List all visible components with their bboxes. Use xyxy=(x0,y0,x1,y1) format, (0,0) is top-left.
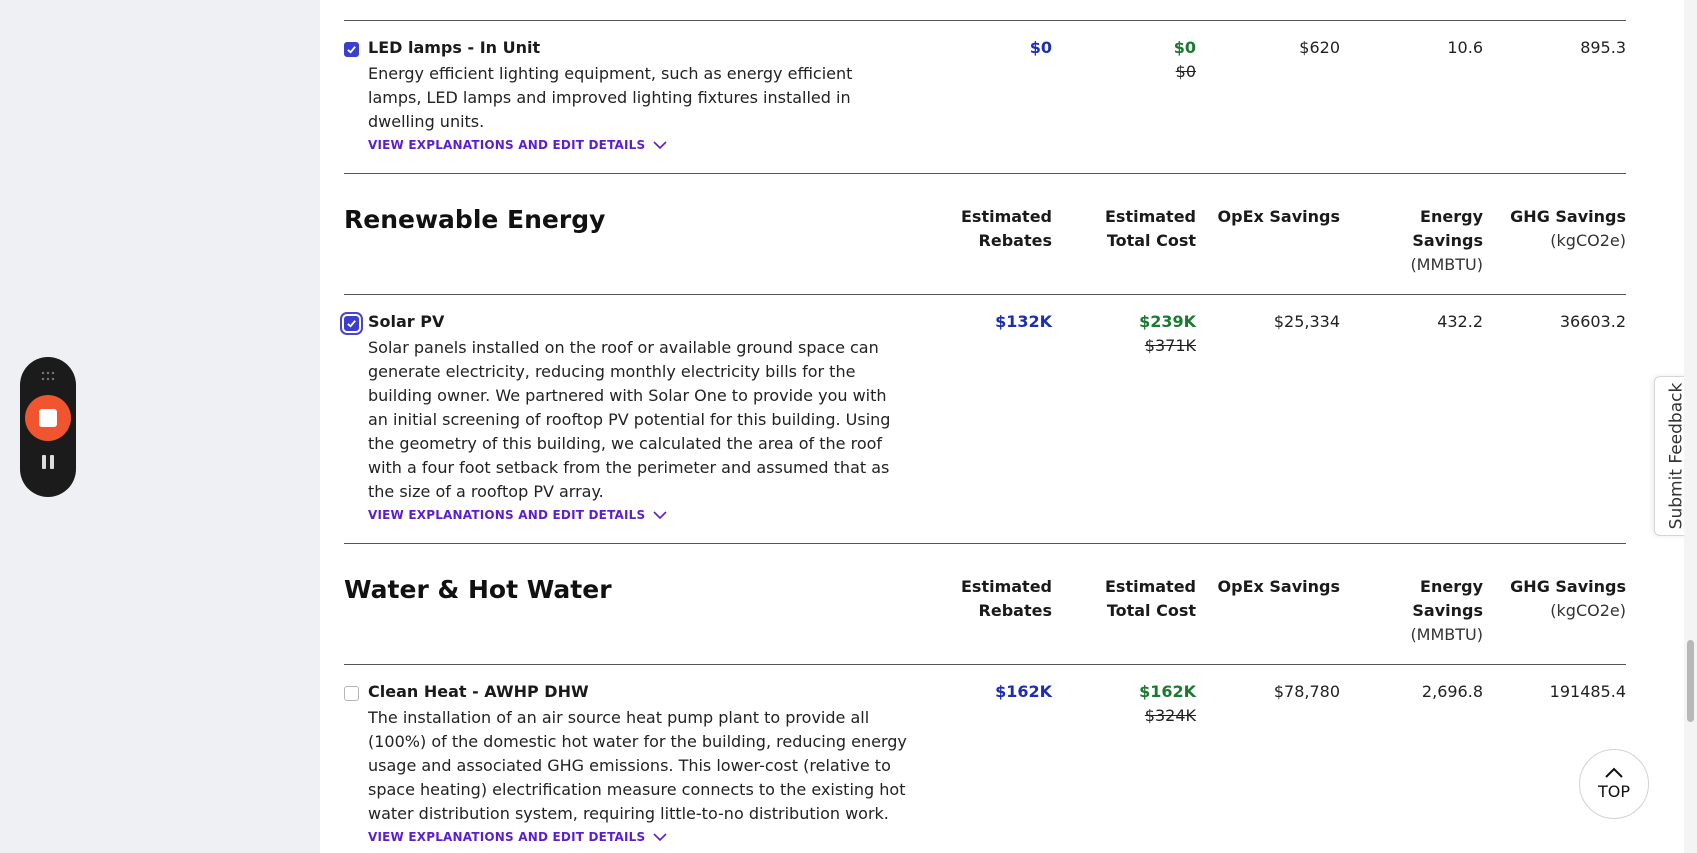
page-scrollbar[interactable] xyxy=(1684,0,1697,853)
ghg-savings-value: 191485.4 xyxy=(1549,682,1626,701)
header-opex-savings: OpEx Savings xyxy=(1217,207,1340,226)
estimated-total-cost-value: $0 xyxy=(1173,38,1196,57)
section-title-water-hot-water: Water & Hot Water xyxy=(344,575,612,604)
measure-description: Energy efficient lighting equipment, suc… xyxy=(368,64,853,131)
pause-recording-button[interactable] xyxy=(41,455,55,469)
divider xyxy=(344,294,1626,295)
scrollbar-thumb[interactable] xyxy=(1687,640,1694,722)
view-explanations-label: VIEW EXPLANATIONS AND EDIT DETAILS xyxy=(368,830,646,844)
stop-recording-button[interactable] xyxy=(25,395,71,441)
checkmark-icon xyxy=(347,320,356,328)
divider xyxy=(344,20,1626,21)
section-title-renewable-energy: Renewable Energy xyxy=(344,205,606,234)
original-total-cost-value: $0 xyxy=(1175,62,1196,81)
chevron-down-icon xyxy=(653,510,667,519)
back-to-top-button[interactable]: TOP xyxy=(1579,749,1649,819)
energy-savings-value: 432.2 xyxy=(1437,312,1483,331)
drag-handle-icon[interactable] xyxy=(41,371,55,381)
chevron-down-icon xyxy=(653,832,667,841)
header-estimated-total-cost: Estimated Total Cost xyxy=(1104,577,1196,620)
original-total-cost-value: $324K xyxy=(1144,706,1196,725)
estimated-rebates-value: $162K xyxy=(995,682,1052,701)
header-estimated-rebates: Estimated Rebates xyxy=(960,207,1052,250)
header-ghg-savings: GHG Savings (kgCO2e) xyxy=(1510,577,1626,620)
opex-savings-value: $78,780 xyxy=(1273,682,1340,701)
view-explanations-label: VIEW EXPLANATIONS AND EDIT DETAILS xyxy=(368,508,646,522)
measure-checkbox-solar-pv[interactable] xyxy=(344,316,359,331)
measure-title: Clean Heat - AWHP DHW xyxy=(368,682,589,701)
measure-checkbox-led-lamps[interactable] xyxy=(344,42,359,57)
checkmark-icon xyxy=(347,46,356,54)
measure-description: Solar panels installed on the roof or av… xyxy=(368,338,891,501)
estimated-rebates-value: $0 xyxy=(1029,38,1052,57)
ghg-savings-value: 36603.2 xyxy=(1559,312,1626,331)
submit-feedback-label: Submit Feedback xyxy=(1666,382,1687,530)
header-energy-savings: Energy Savings (MMBTU) xyxy=(1410,577,1483,644)
pause-icon xyxy=(50,455,54,469)
header-ghg-savings: GHG Savings (kgCO2e) xyxy=(1510,207,1626,250)
back-to-top-label: TOP xyxy=(1597,782,1630,801)
measure-title: Solar PV xyxy=(368,312,445,331)
chevron-up-icon xyxy=(1605,767,1623,778)
chevron-down-icon xyxy=(653,140,667,149)
view-explanations-link[interactable]: VIEW EXPLANATIONS AND EDIT DETAILS xyxy=(368,508,667,522)
divider xyxy=(344,173,1626,174)
divider xyxy=(344,543,1626,544)
screen-recorder-widget xyxy=(20,357,76,497)
opex-savings-value: $620 xyxy=(1299,38,1340,57)
measure-checkbox-clean-heat-awhp-dhw[interactable] xyxy=(344,686,359,701)
measure-title: LED lamps - In Unit xyxy=(368,38,541,57)
view-explanations-label: VIEW EXPLANATIONS AND EDIT DETAILS xyxy=(368,138,646,152)
estimated-total-cost-value: $162K xyxy=(1139,682,1196,701)
estimated-rebates-value: $132K xyxy=(995,312,1052,331)
header-opex-savings: OpEx Savings xyxy=(1217,577,1340,596)
energy-savings-value: 2,696.8 xyxy=(1421,682,1483,701)
energy-savings-value: 10.6 xyxy=(1447,38,1483,57)
main-content: LED lamps - In Unit Energy efficient lig… xyxy=(320,0,1697,853)
view-explanations-link[interactable]: VIEW EXPLANATIONS AND EDIT DETAILS xyxy=(368,138,667,152)
measure-description: The installation of an air source heat p… xyxy=(368,708,907,823)
stop-icon xyxy=(39,409,57,427)
divider xyxy=(344,664,1626,665)
opex-savings-value: $25,334 xyxy=(1273,312,1340,331)
original-total-cost-value: $371K xyxy=(1144,336,1196,355)
header-estimated-total-cost: Estimated Total Cost xyxy=(1104,207,1196,250)
header-estimated-rebates: Estimated Rebates xyxy=(960,577,1052,620)
estimated-total-cost-value: $239K xyxy=(1139,312,1196,331)
view-explanations-link[interactable]: VIEW EXPLANATIONS AND EDIT DETAILS xyxy=(368,830,667,844)
header-energy-savings: Energy Savings (MMBTU) xyxy=(1410,207,1483,274)
pause-icon xyxy=(42,455,46,469)
ghg-savings-value: 895.3 xyxy=(1580,38,1626,57)
